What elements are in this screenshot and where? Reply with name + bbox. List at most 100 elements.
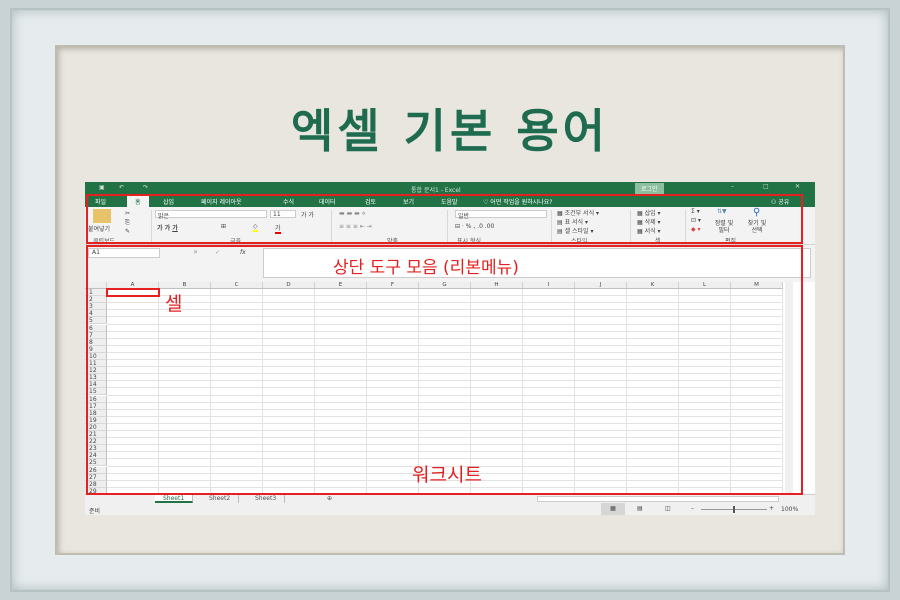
column-header[interactable]: L <box>679 282 731 289</box>
paste-button[interactable]: 붙여넣기 <box>88 226 111 233</box>
share-button[interactable]: ⚇ 공유 <box>771 197 789 206</box>
row-header[interactable]: 16 <box>85 395 107 403</box>
tab-insert[interactable]: 삽입 <box>163 199 175 206</box>
horizontal-scrollbar[interactable] <box>537 496 779 502</box>
border-icon[interactable]: ⊞ <box>221 223 227 230</box>
row-header[interactable]: 28 <box>85 480 107 488</box>
row-header[interactable]: 10 <box>85 352 107 360</box>
row-header[interactable]: 14 <box>85 381 107 389</box>
row-header[interactable]: 27 <box>85 473 107 481</box>
clear-icon[interactable]: ◆ ▾ <box>691 226 701 233</box>
redo-icon[interactable]: ↷ <box>143 184 149 191</box>
save-icon[interactable]: ▣ <box>99 184 105 191</box>
conditional-format-button[interactable]: ▦ 조건부 서식 ▾ <box>557 210 600 217</box>
tell-me-search[interactable]: ♡ 어떤 작업을 원하시나요? <box>483 197 553 206</box>
tab-view[interactable]: 보기 <box>403 199 415 206</box>
zoom-slider[interactable] <box>701 506 767 513</box>
sheet-tab-1[interactable]: Sheet1 <box>155 495 194 503</box>
fill-color-icon[interactable]: ◇ <box>253 223 258 232</box>
tab-review[interactable]: 검토 <box>365 199 377 206</box>
row-header[interactable]: 2 <box>85 296 107 304</box>
row-header[interactable]: 22 <box>85 438 107 446</box>
formula-input[interactable] <box>263 248 811 278</box>
column-header[interactable]: E <box>315 282 367 289</box>
column-header[interactable]: F <box>367 282 419 289</box>
format-cells-button[interactable]: ▦ 서식 ▾ <box>637 228 661 235</box>
find-select-button[interactable]: 찾기 및 선택 <box>747 220 767 234</box>
number-format-select[interactable]: 일반 <box>455 210 547 220</box>
tab-home[interactable]: 홈 <box>127 194 149 207</box>
insert-cells-button[interactable]: ▦ 삽입 ▾ <box>637 210 661 217</box>
copy-icon[interactable]: ⎘ <box>125 219 130 226</box>
row-header[interactable]: 6 <box>85 324 107 332</box>
row-header[interactable]: 18 <box>85 409 107 417</box>
align-left-icon[interactable]: ≡ ≡ ≡ ⇤ ⇥ <box>339 223 372 230</box>
tab-formulas[interactable]: 수식 <box>283 199 295 206</box>
page-break-view-icon[interactable]: ◫ <box>665 505 671 512</box>
minimize-icon[interactable]: – <box>731 183 734 190</box>
sort-filter-button[interactable]: 정렬 및 필터 <box>714 220 734 234</box>
row-header[interactable]: 19 <box>85 416 107 424</box>
column-header[interactable]: K <box>627 282 679 289</box>
worksheet-grid[interactable]: A B C D E F G H I J K L M 1 2 3 4 5 6 7 8 9 10 11 12 13 14 15 16 17 18… <box>85 282 805 495</box>
insert-function-button[interactable]: fx <box>240 249 246 256</box>
normal-view-icon[interactable]: ▦ <box>601 503 625 515</box>
row-header[interactable]: 24 <box>85 452 107 460</box>
select-all-corner[interactable] <box>85 282 107 289</box>
zoom-out-icon[interactable]: – <box>691 505 694 512</box>
row-header[interactable]: 9 <box>85 345 107 353</box>
row-header[interactable]: 8 <box>85 338 107 346</box>
sheet-tab-3[interactable]: Sheet3 <box>247 495 286 503</box>
column-header[interactable]: M <box>731 282 783 289</box>
cell-style-button[interactable]: ▤ 셀 스타일 ▾ <box>557 228 594 235</box>
row-header[interactable]: 12 <box>85 367 107 375</box>
sort-filter-icon[interactable]: ⇅▼ <box>717 208 727 215</box>
row-header[interactable]: 21 <box>85 431 107 439</box>
sheet-tab-2[interactable]: Sheet2 <box>201 495 240 503</box>
row-header[interactable]: 11 <box>85 360 107 368</box>
name-box[interactable]: A1 <box>88 248 160 258</box>
maximize-icon[interactable]: □ <box>763 183 769 190</box>
table-format-button[interactable]: ▤ 표 서식 ▾ <box>557 219 588 226</box>
tab-help[interactable]: 도움말 <box>441 199 458 206</box>
column-header[interactable]: C <box>211 282 263 289</box>
zoom-in-icon[interactable]: + <box>769 505 775 512</box>
tab-file[interactable]: 파일 <box>95 199 107 206</box>
column-header[interactable]: H <box>471 282 523 289</box>
align-top-icon[interactable]: ▬ ▬ ▬ ⟡ <box>339 210 366 217</box>
undo-icon[interactable]: ↶ <box>119 184 125 191</box>
row-header[interactable]: 25 <box>85 459 107 467</box>
row-header[interactable]: 15 <box>85 388 107 396</box>
tab-page-layout[interactable]: 페이지 레이아웃 <box>201 199 242 206</box>
vertical-scrollbar[interactable] <box>785 282 793 494</box>
column-header[interactable]: B <box>159 282 211 289</box>
cut-icon[interactable]: ✂ <box>125 210 131 217</box>
percent-icon[interactable]: ⊟ · % , .0 .00 <box>455 223 495 230</box>
row-header[interactable]: 26 <box>85 466 107 474</box>
paste-icon[interactable] <box>93 209 111 223</box>
column-header[interactable]: I <box>523 282 575 289</box>
row-header[interactable]: 13 <box>85 374 107 382</box>
row-header[interactable]: 4 <box>85 310 107 318</box>
grow-font-icon[interactable]: 가 가 <box>301 212 314 219</box>
add-sheet-button[interactable]: ⊕ <box>327 495 333 502</box>
font-size-select[interactable]: 11 <box>270 210 296 218</box>
login-button[interactable]: 로그인 <box>635 183 664 194</box>
row-header[interactable]: 20 <box>85 423 107 431</box>
column-header[interactable]: J <box>575 282 627 289</box>
format-painter-icon[interactable]: ✎ <box>125 228 131 235</box>
row-header[interactable]: 7 <box>85 331 107 339</box>
enter-icon[interactable]: ✓ <box>215 249 221 256</box>
row-header[interactable]: 5 <box>85 317 107 325</box>
delete-cells-button[interactable]: ▦ 삭제 ▾ <box>637 219 661 226</box>
bold-icon[interactable]: 가 가 가 <box>157 225 178 232</box>
zoom-slider-thumb[interactable] <box>733 506 735 513</box>
row-header[interactable]: 17 <box>85 402 107 410</box>
column-header[interactable]: G <box>419 282 471 289</box>
font-name-select[interactable]: 맑은 <box>155 210 267 220</box>
font-color-icon[interactable]: 가 <box>275 225 281 234</box>
tab-data[interactable]: 데이터 <box>319 199 336 206</box>
row-header[interactable]: 23 <box>85 445 107 453</box>
row-header[interactable]: 3 <box>85 303 107 311</box>
find-icon[interactable]: ⚲ <box>753 207 761 218</box>
